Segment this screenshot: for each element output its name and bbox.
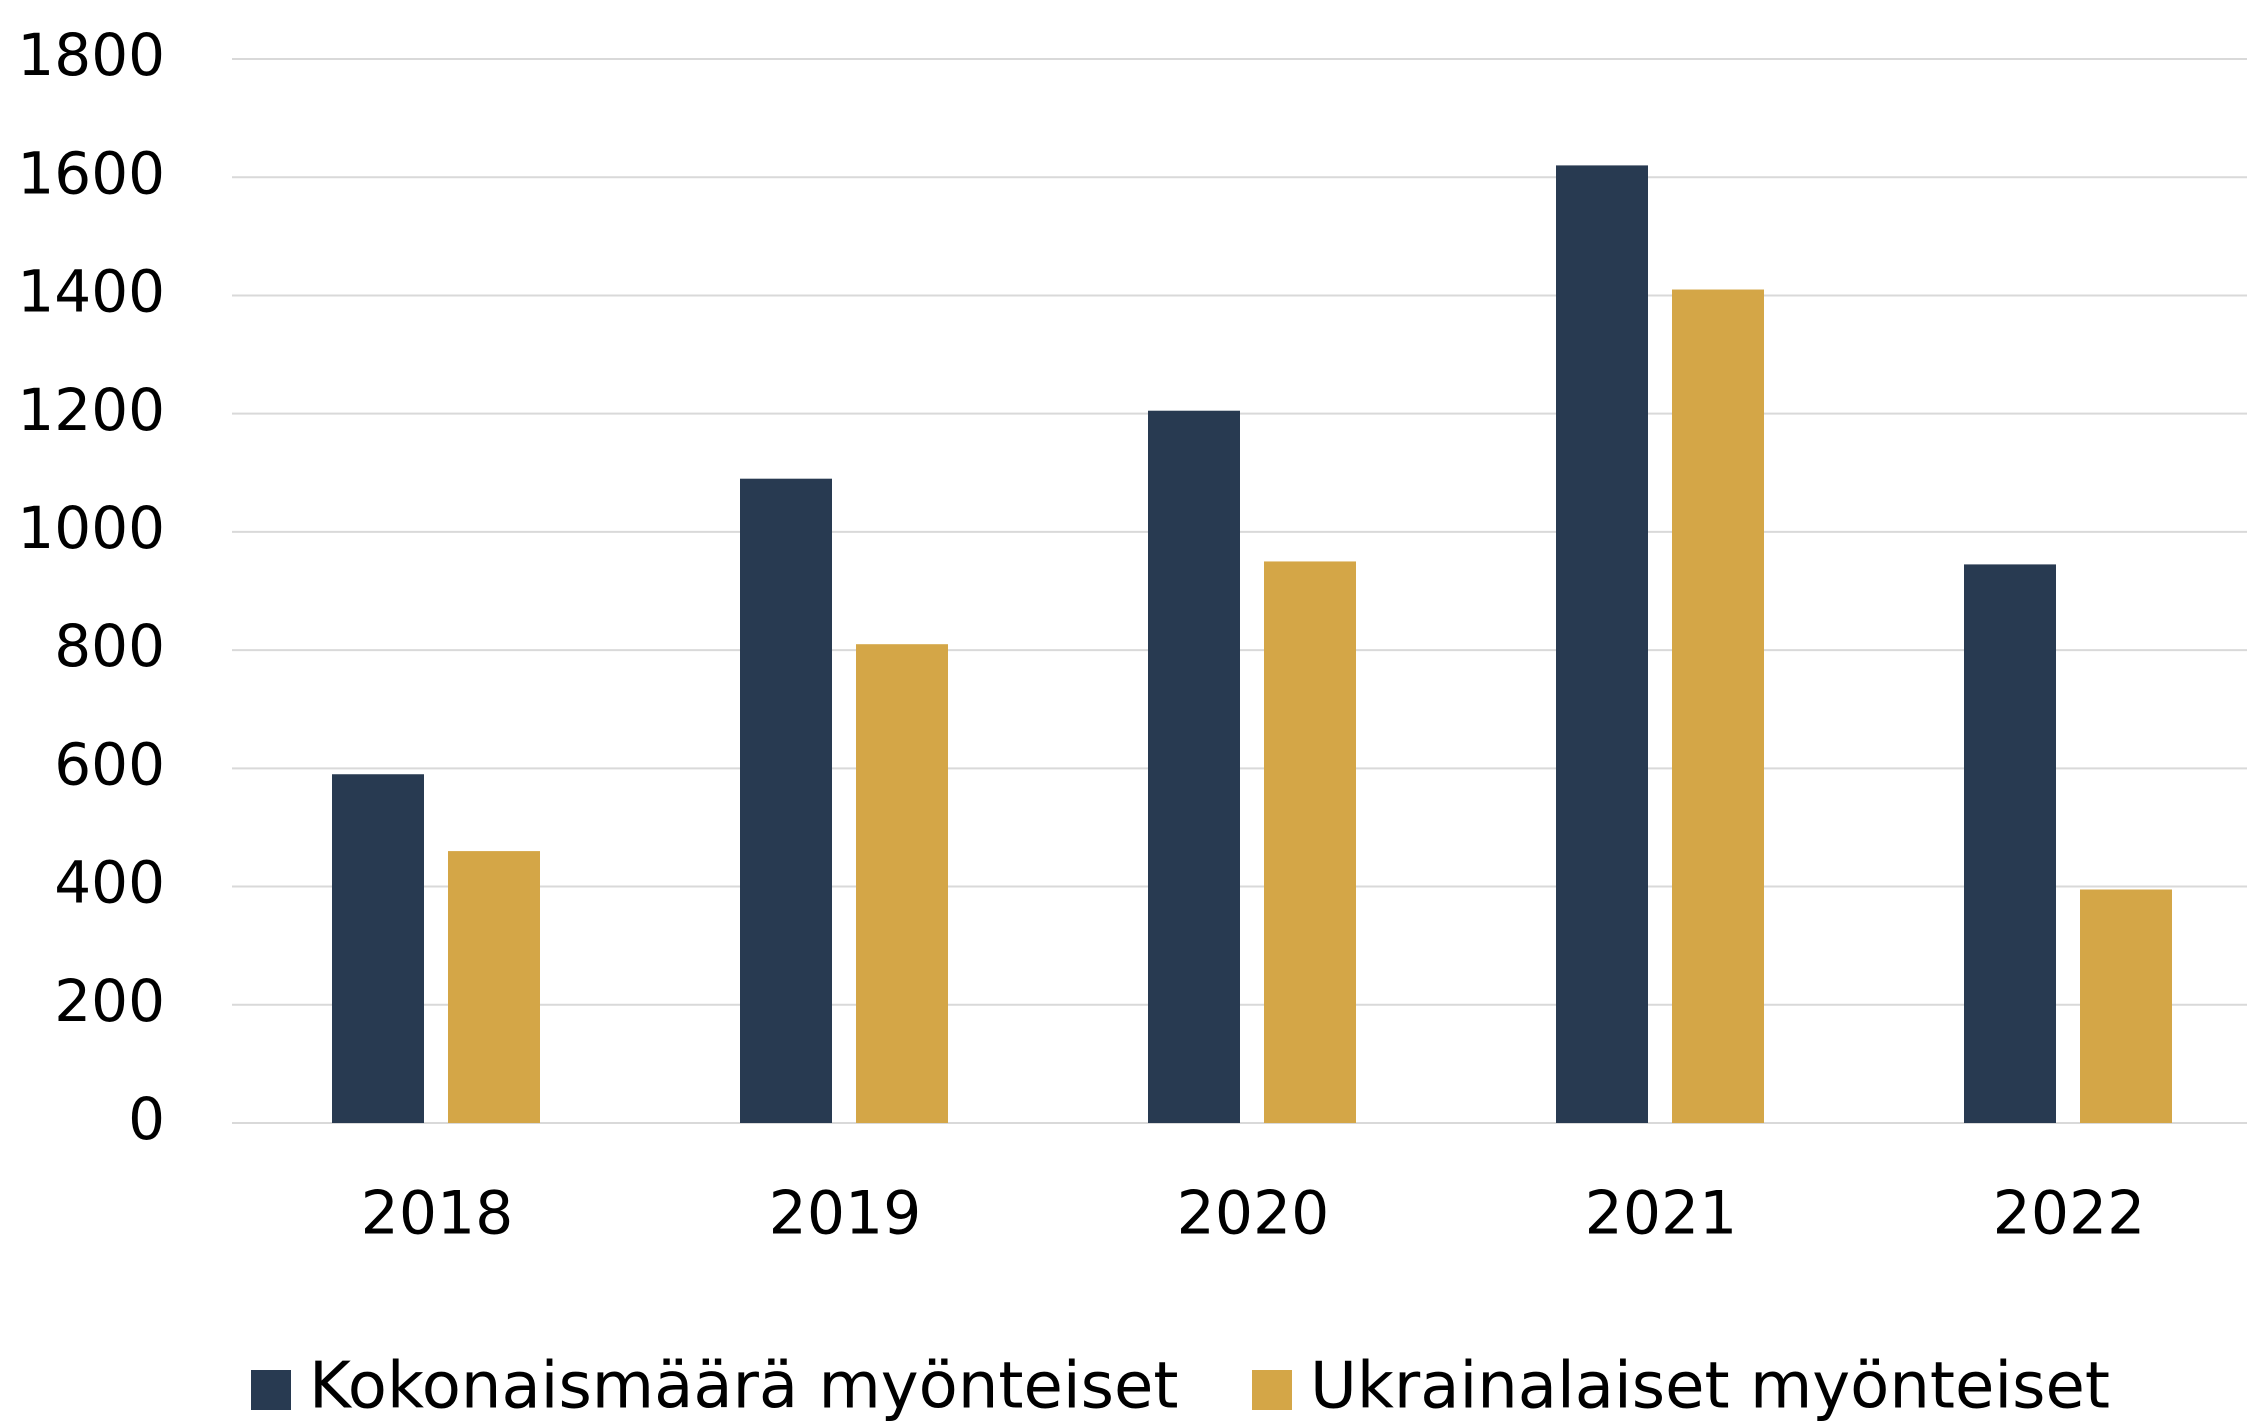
bar [1964, 564, 2056, 1123]
bar [1556, 165, 1648, 1123]
y-tick-label: 0 [128, 1085, 165, 1153]
y-tick-label: 800 [54, 612, 165, 680]
y-tick-label: 1600 [17, 139, 165, 207]
y-tick-label: 200 [54, 967, 165, 1035]
bar [1148, 410, 1240, 1123]
y-tick-label: 600 [54, 730, 165, 798]
legend-swatch [1252, 1370, 1292, 1410]
y-tick-label: 1400 [17, 258, 165, 326]
y-tick-label: 1800 [17, 21, 165, 89]
legend-label: Kokonaismäärä myönteiset [309, 1350, 1178, 1421]
bar [1264, 561, 1356, 1123]
x-tick-label: 2019 [769, 1179, 922, 1249]
legend-swatch [251, 1370, 291, 1410]
legend-label: Ukrainalaiset myönteiset [1310, 1350, 2110, 1421]
x-tick-label: 2022 [1993, 1179, 2146, 1249]
y-tick-label: 1000 [17, 494, 165, 562]
y-tick-label: 400 [54, 849, 165, 917]
x-tick-label: 2018 [361, 1179, 514, 1249]
bar [2080, 889, 2172, 1123]
x-tick-label: 2020 [1177, 1179, 1330, 1249]
bar [448, 851, 540, 1123]
bar [856, 644, 948, 1123]
x-tick-label: 2021 [1585, 1179, 1738, 1249]
bar [1672, 289, 1764, 1123]
bar [332, 774, 424, 1123]
bar [740, 478, 832, 1123]
y-tick-label: 1200 [17, 376, 165, 444]
